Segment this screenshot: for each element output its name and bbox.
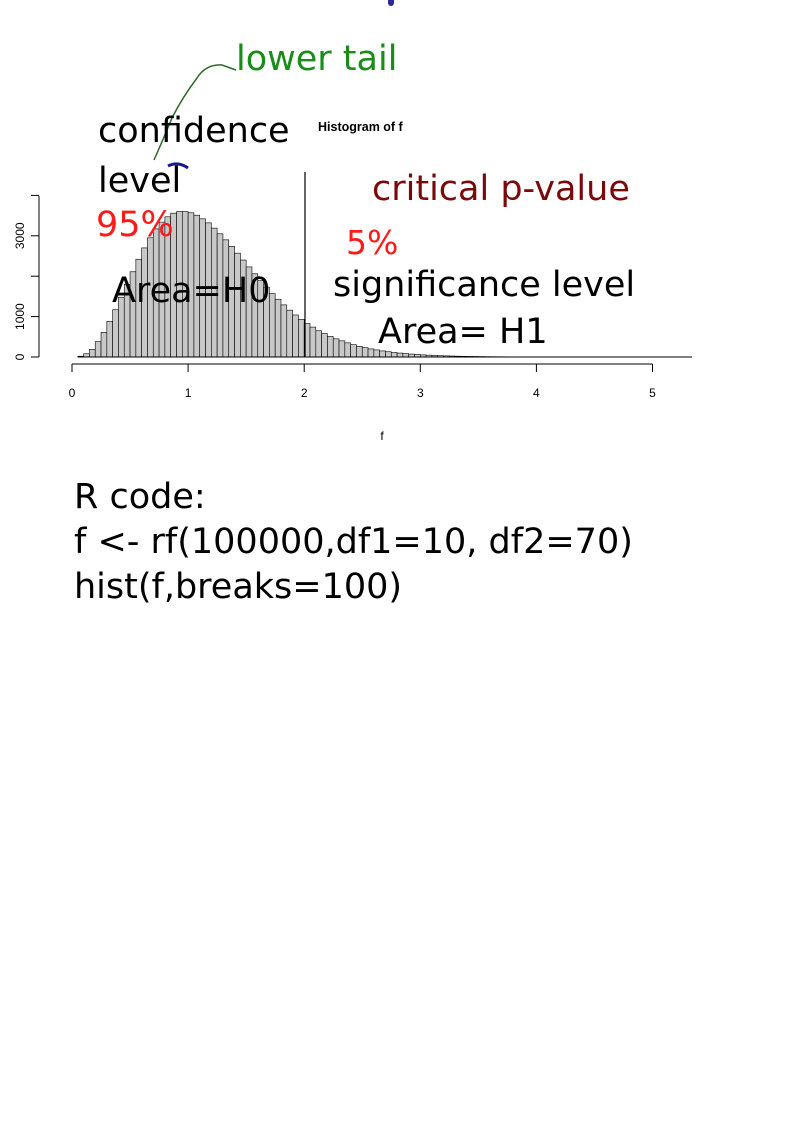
histogram-bar bbox=[106, 321, 113, 358]
x-axis-label: f bbox=[380, 429, 384, 443]
histogram-bar bbox=[309, 326, 317, 358]
x-tick-label: 5 bbox=[649, 386, 656, 400]
histogram-bar bbox=[385, 351, 392, 358]
histogram-bar bbox=[100, 332, 108, 358]
x-tick-label: 0 bbox=[69, 386, 76, 400]
y-tick-label: 0 bbox=[13, 353, 27, 360]
histogram-bar bbox=[315, 330, 322, 358]
histogram-bar bbox=[274, 298, 282, 358]
peak-marker bbox=[167, 162, 189, 170]
histogram-bar bbox=[332, 338, 340, 358]
significance-percent: 5% bbox=[346, 223, 399, 262]
histogram-bar bbox=[292, 314, 299, 358]
x-tick-label: 2 bbox=[301, 386, 308, 400]
histogram-bar bbox=[367, 348, 375, 358]
histogram-bar bbox=[112, 309, 119, 358]
area-h0-label: Area=H0 bbox=[112, 271, 271, 311]
x-tick-label: 1 bbox=[185, 386, 192, 400]
lower-tail-pointer bbox=[153, 64, 237, 161]
histogram-bar bbox=[321, 333, 328, 358]
histogram-bars bbox=[77, 211, 692, 358]
confidence-percent: 95% bbox=[96, 205, 174, 245]
top-cropped-mark bbox=[388, 0, 394, 6]
code-heading: R code: bbox=[74, 477, 206, 517]
histogram-bar bbox=[94, 341, 102, 358]
histogram-bar bbox=[356, 345, 363, 358]
x-tick-label: 3 bbox=[417, 386, 424, 400]
lower-tail-label: lower tail bbox=[236, 39, 398, 79]
chart-title: Histogram of f bbox=[318, 120, 404, 134]
area-h1-label: Area= H1 bbox=[378, 312, 548, 352]
histogram-bar bbox=[390, 352, 398, 358]
histogram-bar bbox=[350, 344, 357, 358]
histogram-bar bbox=[298, 319, 305, 358]
x-axis: 0 1 2 3 4 5 bbox=[69, 363, 656, 400]
histogram-bar bbox=[286, 309, 293, 358]
confidence-label: confidence bbox=[98, 111, 290, 151]
histogram-bar bbox=[402, 353, 409, 358]
critical-p-value-label: critical p-value bbox=[372, 169, 630, 209]
code-line-1: f <- rf(100000,df1=10, df2=70) bbox=[74, 522, 633, 562]
histogram-bar bbox=[89, 349, 96, 358]
r-code-block: R code: f <- rf(100000,df1=10, df2=70) h… bbox=[74, 475, 633, 610]
histogram-chart: Histogram of f 0 1000 3000 0 1 2 3 4 5 f bbox=[13, 64, 692, 443]
histogram-bar bbox=[344, 342, 351, 358]
code-line-2: hist(f,breaks=100) bbox=[74, 567, 403, 607]
y-tick-label: 3000 bbox=[13, 222, 27, 249]
histogram-bar bbox=[396, 352, 404, 358]
x-tick-label: 4 bbox=[533, 386, 540, 400]
y-axis-ticks: 0 1000 3000 bbox=[13, 194, 39, 360]
significance-level-label: significance level bbox=[333, 265, 636, 305]
histogram-bar bbox=[361, 347, 369, 358]
level-label: level bbox=[98, 161, 182, 201]
histogram-bar bbox=[338, 340, 346, 358]
histogram-bar bbox=[327, 336, 334, 358]
y-tick-label: 1000 bbox=[13, 303, 27, 330]
histogram-bar bbox=[280, 304, 288, 358]
